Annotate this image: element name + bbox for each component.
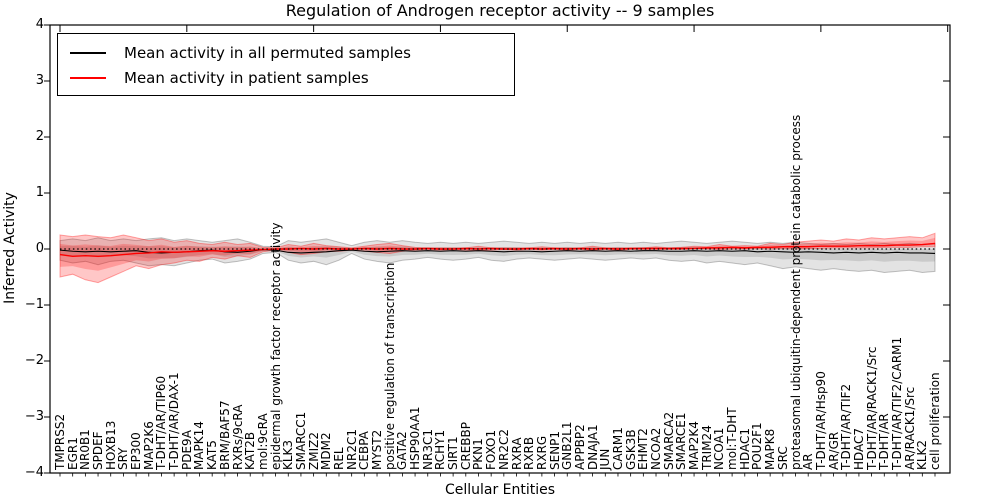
y-tick-label: −1 [24, 297, 44, 312]
x-tick-label: SRY [116, 447, 131, 470]
x-tick-label: TRIM24 [699, 425, 714, 470]
x-tick-label: T-DHT/AR/TIP60 [154, 375, 169, 470]
y-tick-label: −2 [24, 353, 44, 368]
x-tick-label: T-DHT/AR/DAX-1 [167, 372, 182, 470]
x-tick-label: NR2C2 [496, 429, 511, 470]
x-tick-label: HDAC7 [851, 427, 866, 470]
permuted-line-swatch [70, 51, 106, 54]
chart-title: Regulation of Androgen receptor activity… [285, 1, 715, 20]
x-tick-label: HDAC1 [737, 427, 752, 470]
x-tick-label: proteasomal ubiquitin-dependent protein … [788, 114, 803, 470]
x-tick-label: EP300 [129, 432, 144, 470]
x-tick-label: T-DHT/AR [877, 413, 892, 470]
x-tick-label: RXRs/9cRA [230, 404, 245, 470]
x-tick-label: RXRG [534, 435, 549, 470]
x-tick-label: KAT2B [243, 431, 258, 470]
x-tick-label: EHMT2 [636, 428, 651, 470]
x-tick-label: NCOA2 [649, 427, 663, 470]
x-tick-label: CARM1 [610, 427, 625, 470]
legend-label-patient: Mean activity in patient samples [124, 68, 369, 87]
x-tick-label: AR/RACK1/Src [902, 386, 917, 470]
x-tick-label: SMARCA2 [661, 411, 676, 470]
x-tick-label: RCHY1 [433, 429, 448, 470]
x-tick-label: CREBBP [458, 422, 473, 470]
y-tick-label: 3 [35, 73, 44, 88]
legend: Mean activity in all permuted samples Me… [57, 33, 515, 96]
x-tick-label: MAP2K4 [687, 421, 702, 470]
x-tick-label: FOXO1 [484, 429, 499, 470]
x-tick-label: HOXB13 [103, 420, 118, 470]
x-tick-label: KLK2 [915, 439, 930, 470]
patient-mean-line [59, 242, 936, 257]
y-tick-label: 4 [35, 17, 44, 32]
x-tick-label: GATA2 [395, 431, 410, 470]
x-tick-label: PKN1 [471, 438, 486, 470]
x-tick-label: PDE9A [179, 430, 194, 470]
x-tick-label: NR2C1 [344, 429, 359, 470]
x-tick-label: TMPRSS2 [53, 413, 67, 470]
y-tick-label: 1 [35, 185, 44, 200]
legend-label-permuted: Mean activity in all permuted samples [124, 43, 411, 62]
x-tick-label: POU2F1 [750, 422, 765, 470]
x-tick-label: REL [331, 447, 346, 470]
x-tick-label: mol:9cRA [255, 413, 270, 470]
x-tick-label: MAPK14 [192, 421, 207, 470]
x-tick-label: T-DHT/AR/Hsp90 [813, 371, 828, 470]
x-tick-label: GNB2L1 [560, 421, 575, 470]
legend-item-patient: Mean activity in patient samples [70, 65, 514, 90]
y-tick-label: 0 [35, 241, 44, 256]
patient-line-swatch [70, 76, 106, 79]
x-tick-label: BRM/BAF57 [217, 400, 232, 470]
x-tick-label: JUN [598, 448, 613, 470]
permuted-samples-band-outer [59, 237, 936, 274]
x-tick-label: KLK3 [281, 439, 296, 470]
x-tick-label: RXRA [509, 437, 524, 470]
x-tick-label: epidermal growth factor receptor activit… [268, 222, 283, 470]
x-tick-label: T-DHT/AR/TIF2/CARM1 [889, 336, 904, 470]
x-tick-label: MAP2K6 [141, 421, 156, 470]
x-tick-label: AR [801, 453, 816, 470]
x-tick-label: NR0B1 [78, 429, 93, 470]
x-tick-label: SRC [775, 446, 790, 470]
x-tick-label: ZMIZ2 [306, 432, 321, 470]
x-tick-label: positive regulation of transcription [382, 262, 397, 470]
x-axis-label: Cellular Entities [444, 482, 556, 498]
y-tick-label: 2 [35, 129, 44, 144]
x-tick-label: NR3C1 [420, 429, 435, 470]
legend-item-permuted: Mean activity in all permuted samples [70, 40, 514, 65]
x-tick-label: APPBP2 [572, 424, 587, 470]
x-tick-label: HSP90AA1 [408, 406, 423, 470]
x-tick-label: AR/GR [826, 431, 841, 470]
x-tick-label: T-DHT/AR/RACK1/Src [864, 346, 879, 470]
x-tick-label: cell proliferation [928, 372, 942, 470]
x-tick-label: mol:T-DHT [725, 407, 740, 470]
y-tick-label: −3 [24, 409, 44, 424]
x-tick-label: DNAJA1 [585, 424, 600, 470]
x-tick-label: NCOA1 [712, 427, 727, 470]
x-tick-label: CEBPA [357, 431, 372, 470]
x-tick-label: EGR1 [65, 437, 80, 470]
x-tick-label: SIRT1 [446, 436, 461, 470]
x-tick-label: SENP1 [547, 430, 562, 470]
x-tick-label: SMARCC1 [293, 411, 308, 470]
y-tick-label: −4 [24, 465, 44, 480]
x-tick-label: SPDEF [91, 431, 106, 470]
x-tick-label: MAPK8 [763, 428, 778, 470]
x-tick-label: MYST2 [370, 429, 385, 470]
x-tick-label: RXRB [522, 436, 537, 470]
x-tick-label: T-DHT/AR/TIF2 [839, 383, 854, 470]
x-tick-label: SMARCE1 [674, 412, 689, 470]
x-tick-label: KAT5 [205, 440, 220, 470]
x-tick-label: MDM2 [319, 432, 334, 470]
x-tick-label: GSK3B [623, 429, 638, 470]
